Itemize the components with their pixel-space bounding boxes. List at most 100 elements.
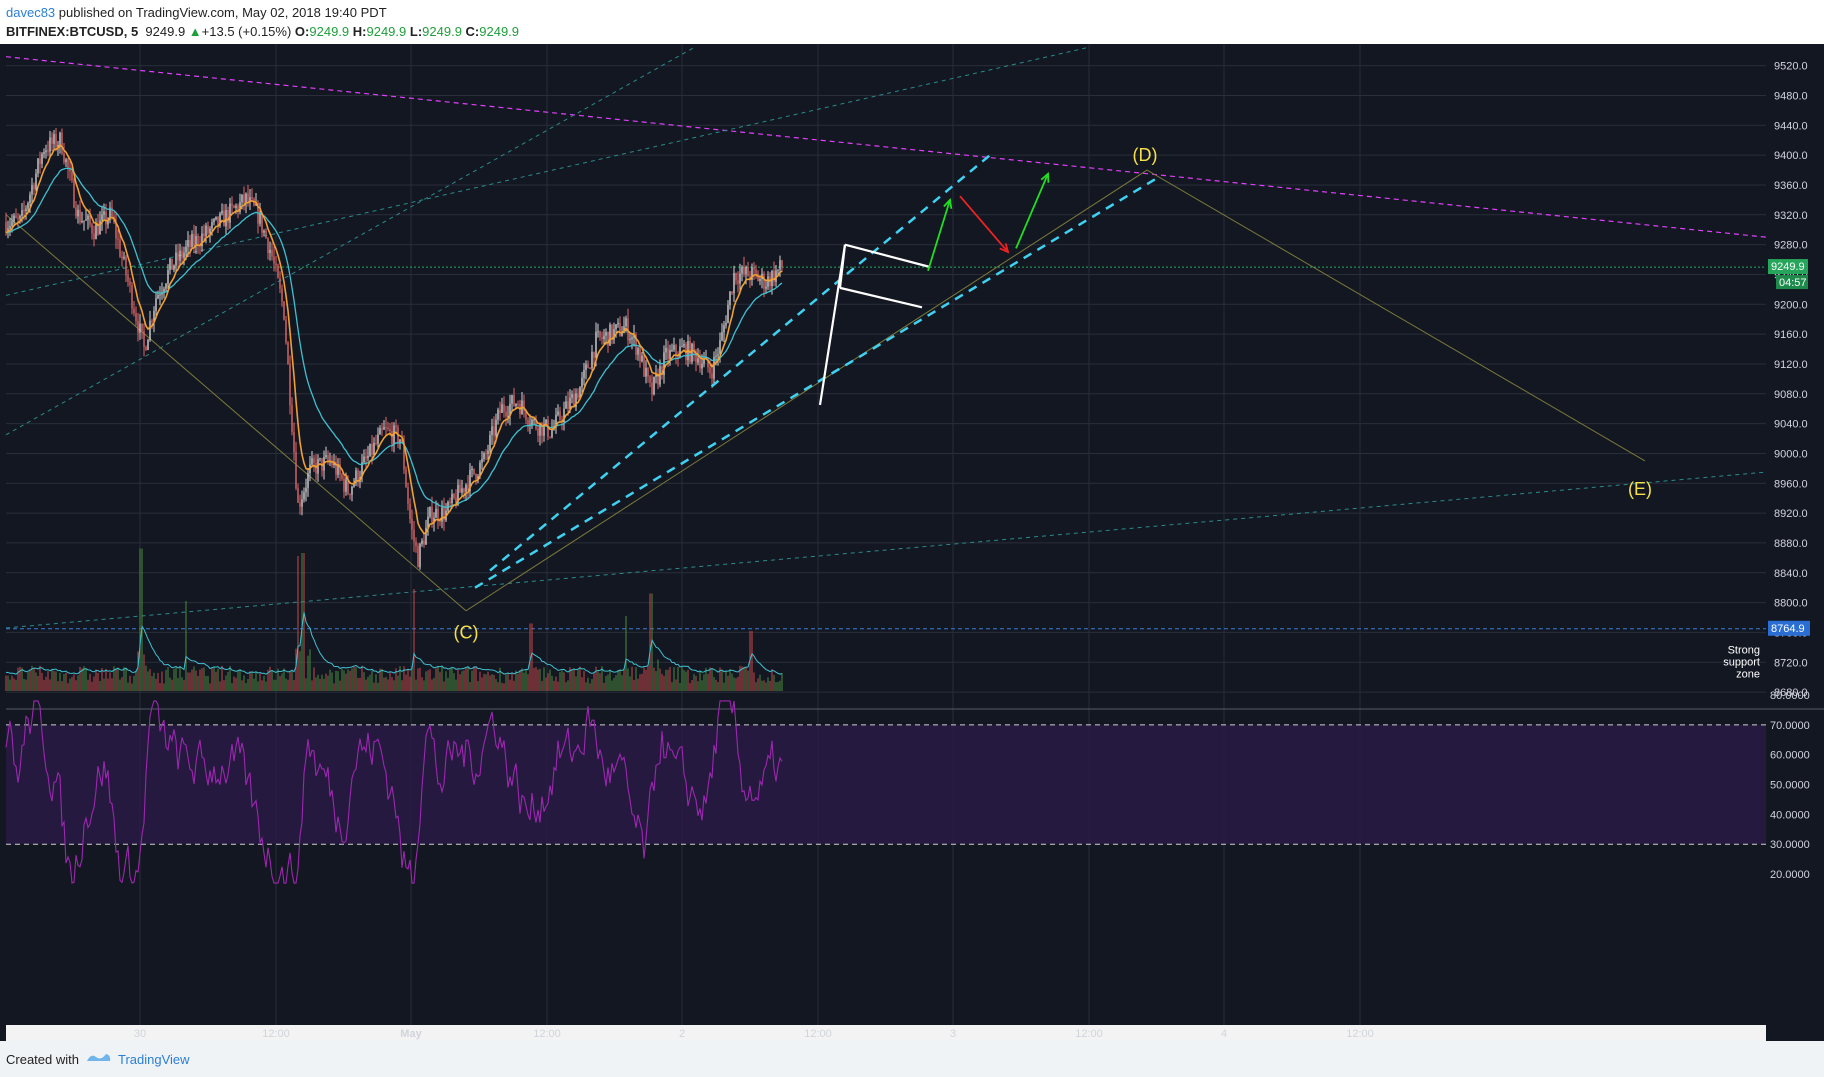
candle-body — [763, 273, 765, 289]
close-value: 9249.9 — [479, 24, 520, 39]
candle-body — [597, 331, 599, 333]
volume-bar — [513, 680, 515, 691]
volume-bar — [451, 667, 453, 691]
candle-body — [651, 382, 653, 395]
candle-body — [339, 464, 341, 475]
volume-bar — [487, 671, 489, 691]
volume-bar — [649, 593, 651, 691]
candle-body — [9, 225, 11, 229]
price-tick-label: 9320.0 — [1774, 210, 1808, 222]
volume-bar — [659, 668, 661, 691]
candle-body — [17, 217, 19, 219]
candle-body — [231, 203, 233, 206]
candle-body — [419, 543, 421, 568]
volume-bar — [585, 682, 587, 691]
volume-bar — [613, 677, 615, 691]
volume-bar — [207, 675, 209, 691]
volume-bar — [773, 674, 775, 691]
publish-info: davec83 published on TradingView.com, Ma… — [6, 5, 387, 20]
volume-bar — [47, 671, 49, 691]
volume-bar — [193, 666, 195, 691]
volume-bar — [443, 681, 445, 691]
volume-bar — [693, 674, 695, 691]
candle-body — [181, 250, 183, 258]
volume-bar — [697, 681, 699, 691]
volume-bar — [775, 682, 777, 691]
time-tick-label: May — [400, 1028, 422, 1040]
candle-body — [41, 153, 43, 164]
time-tick-label: 3 — [950, 1028, 956, 1040]
volume-bar — [357, 677, 359, 691]
last-price-tag-label: 9249.9 — [1771, 261, 1805, 273]
candle-body — [233, 205, 235, 208]
volume-bar — [679, 682, 681, 691]
symbol-name[interactable]: BITFINEX:BTCUSD, 5 — [6, 24, 139, 39]
rsi-pane[interactable] — [5, 700, 1766, 884]
candle-body — [731, 291, 733, 294]
volume-bar — [761, 680, 763, 691]
volume-bar — [133, 675, 135, 691]
candle-body — [307, 473, 309, 488]
candle-body — [747, 267, 749, 277]
volume-bar — [387, 679, 389, 691]
volume-bar — [341, 668, 343, 691]
volume-bar — [563, 672, 565, 691]
volume-bar — [75, 680, 77, 691]
volume-bar — [695, 675, 697, 691]
candle-body — [675, 345, 677, 355]
candle-body — [425, 527, 427, 545]
candle-body — [389, 429, 391, 431]
candle-body — [217, 216, 219, 226]
volume-bar — [223, 680, 225, 691]
publisher-link[interactable]: davec83 — [6, 5, 56, 20]
arrow-up-1 — [927, 199, 951, 271]
ema-slow-line — [5, 167, 783, 509]
candle-body — [277, 265, 279, 278]
candle-body — [99, 220, 101, 235]
candle-body — [701, 363, 703, 369]
candle-body — [281, 288, 283, 302]
volume-bar — [423, 680, 425, 691]
tradingview-link[interactable]: TradingView — [118, 1052, 190, 1067]
candle-body — [83, 220, 85, 222]
candle-body — [219, 213, 221, 226]
volume-bar — [517, 673, 519, 691]
candle-body — [105, 211, 107, 225]
volume-bar — [253, 678, 255, 691]
volume-bar — [745, 667, 747, 691]
candle-body — [489, 435, 491, 451]
volume-bar — [67, 683, 69, 691]
volume-bar — [553, 680, 555, 691]
countdown-tag — [1776, 275, 1808, 290]
time-tick-label: 12:00 — [804, 1028, 832, 1040]
candle-body — [457, 484, 459, 505]
price-axis[interactable] — [1766, 44, 1824, 1041]
volume-bar — [779, 680, 781, 691]
candle-body — [129, 281, 131, 285]
candle-body — [33, 185, 35, 190]
candle-body — [165, 283, 167, 289]
candle-body — [251, 197, 253, 199]
volume-bar — [113, 666, 115, 691]
candle-body — [737, 280, 739, 284]
price-tick-label: 9080.0 — [1774, 389, 1808, 401]
candle-body — [167, 269, 169, 284]
close-label: C: — [465, 24, 480, 39]
candle-body — [483, 453, 485, 459]
candle-body — [215, 216, 217, 220]
candle-body — [349, 493, 351, 495]
volume-ma-line — [5, 612, 783, 675]
volume-bar — [11, 675, 13, 691]
volume-bar — [731, 673, 733, 691]
volume-bar — [263, 675, 265, 691]
candle-body — [507, 415, 509, 417]
volume-bar — [251, 672, 253, 691]
candle-body — [169, 258, 171, 270]
volume-bar — [349, 670, 351, 691]
left-edge — [0, 44, 6, 1041]
volume-bar — [751, 631, 753, 691]
volume-bar — [501, 682, 503, 691]
volume-bar — [465, 667, 467, 691]
candle-body — [351, 486, 353, 495]
